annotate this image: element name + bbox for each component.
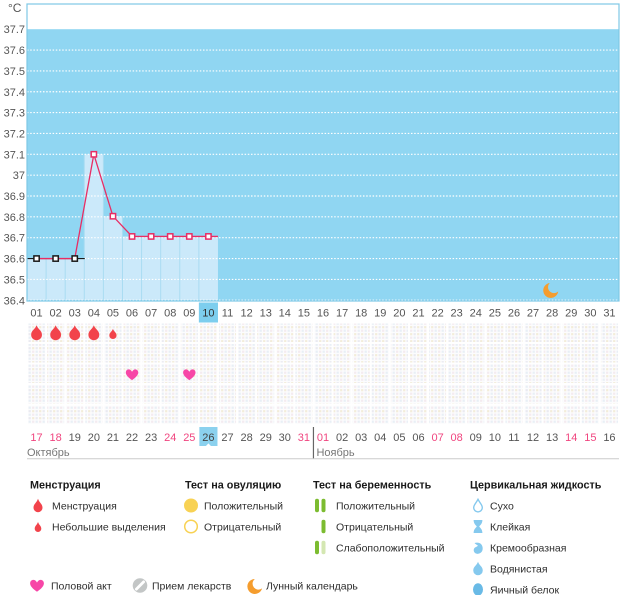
svg-text:09: 09 (470, 432, 482, 444)
svg-text:36.6: 36.6 (4, 254, 25, 266)
svg-text:08: 08 (451, 432, 463, 444)
svg-text:13: 13 (260, 308, 272, 320)
svg-text:36.8: 36.8 (4, 212, 25, 224)
svg-text:37.2: 37.2 (4, 128, 25, 140)
svg-text:07: 07 (431, 432, 443, 444)
svg-text:Октябрь: Октябрь (27, 447, 70, 459)
svg-text:06: 06 (412, 432, 424, 444)
svg-text:17: 17 (336, 308, 348, 320)
svg-text:37.5: 37.5 (4, 66, 25, 78)
svg-text:10: 10 (202, 308, 214, 320)
svg-text:03: 03 (69, 308, 81, 320)
svg-text:Водянистая: Водянистая (490, 564, 548, 576)
svg-text:25: 25 (183, 432, 195, 444)
svg-text:22: 22 (126, 432, 138, 444)
svg-text:12: 12 (240, 308, 252, 320)
svg-text:17: 17 (30, 432, 42, 444)
svg-text:02: 02 (336, 432, 348, 444)
svg-text:30: 30 (584, 308, 596, 320)
svg-text:Положительный: Положительный (204, 501, 283, 513)
svg-text:Половой акт: Половой акт (51, 581, 112, 593)
svg-text:31: 31 (603, 308, 615, 320)
svg-text:22: 22 (431, 308, 443, 320)
svg-text:04: 04 (374, 432, 386, 444)
svg-text:25: 25 (489, 308, 501, 320)
svg-text:27: 27 (221, 432, 233, 444)
svg-text:Слабоположительный: Слабоположительный (336, 543, 445, 555)
svg-text:16: 16 (603, 432, 615, 444)
svg-text:Тест на овуляцию: Тест на овуляцию (185, 480, 281, 492)
svg-text:11: 11 (508, 432, 519, 444)
svg-text:23: 23 (451, 308, 463, 320)
svg-text:Менструация: Менструация (30, 480, 101, 492)
svg-text:16: 16 (317, 308, 329, 320)
svg-text:Менструация: Менструация (52, 501, 117, 513)
svg-text:21: 21 (107, 432, 119, 444)
svg-text:36.5: 36.5 (4, 274, 25, 286)
svg-text:19: 19 (374, 308, 386, 320)
svg-text:13: 13 (546, 432, 558, 444)
svg-text:37: 37 (13, 170, 25, 182)
svg-text:36.4: 36.4 (4, 295, 25, 307)
svg-text:07: 07 (145, 308, 157, 320)
svg-text:05: 05 (107, 308, 119, 320)
svg-text:01: 01 (30, 308, 42, 320)
svg-text:15: 15 (584, 432, 596, 444)
svg-text:Клейкая: Клейкая (490, 522, 530, 534)
svg-text:28: 28 (240, 432, 252, 444)
svg-text:19: 19 (69, 432, 81, 444)
svg-text:27: 27 (527, 308, 539, 320)
svg-text:24: 24 (164, 432, 176, 444)
svg-text:21: 21 (412, 308, 424, 320)
svg-text:15: 15 (298, 308, 310, 320)
svg-text:05: 05 (393, 432, 405, 444)
svg-text:37.6: 37.6 (4, 45, 25, 57)
svg-text:Отрицательный: Отрицательный (336, 522, 413, 534)
svg-text:20: 20 (88, 432, 100, 444)
svg-text:Сухо: Сухо (490, 501, 514, 513)
svg-text:36.9: 36.9 (4, 191, 25, 203)
svg-text:Яичный белок: Яичный белок (490, 585, 560, 596)
svg-text:37.3: 37.3 (4, 108, 25, 120)
svg-text:18: 18 (50, 432, 62, 444)
svg-text:18: 18 (355, 308, 367, 320)
svg-text:Цервикальная жидкость: Цервикальная жидкость (470, 480, 602, 492)
svg-text:37.4: 37.4 (4, 87, 25, 99)
svg-text:37.7: 37.7 (4, 24, 25, 36)
svg-text:20: 20 (393, 308, 405, 320)
svg-text:30: 30 (279, 432, 291, 444)
svg-text:09: 09 (183, 308, 195, 320)
svg-text:14: 14 (279, 308, 291, 320)
svg-text:36.7: 36.7 (4, 233, 25, 245)
svg-text:26: 26 (508, 308, 520, 320)
svg-text:29: 29 (260, 432, 272, 444)
svg-text:26: 26 (202, 432, 214, 444)
svg-text:12: 12 (527, 432, 539, 444)
svg-text:Ноябрь: Ноябрь (316, 447, 354, 459)
svg-text:02: 02 (50, 308, 62, 320)
svg-text:29: 29 (565, 308, 577, 320)
svg-text:°C: °C (8, 1, 22, 15)
svg-text:03: 03 (355, 432, 367, 444)
svg-text:28: 28 (546, 308, 558, 320)
svg-text:Отрицательный: Отрицательный (204, 522, 281, 534)
svg-text:Положительный: Положительный (336, 501, 415, 513)
svg-text:Лунный календарь: Лунный календарь (266, 581, 358, 593)
svg-text:23: 23 (145, 432, 157, 444)
svg-text:31: 31 (298, 432, 310, 444)
svg-text:24: 24 (470, 308, 482, 320)
svg-text:06: 06 (126, 308, 138, 320)
svg-text:11: 11 (222, 308, 233, 320)
svg-text:Тест на беременность: Тест на беременность (313, 480, 432, 492)
svg-text:01: 01 (317, 432, 329, 444)
svg-text:04: 04 (88, 308, 100, 320)
svg-text:14: 14 (565, 432, 577, 444)
svg-text:10: 10 (489, 432, 501, 444)
svg-text:37.1: 37.1 (4, 149, 25, 161)
svg-text:Кремообразная: Кремообразная (490, 543, 566, 555)
svg-text:Небольшие выделения: Небольшие выделения (52, 522, 166, 534)
svg-text:Прием лекарств: Прием лекарств (152, 581, 232, 593)
svg-text:08: 08 (164, 308, 176, 320)
